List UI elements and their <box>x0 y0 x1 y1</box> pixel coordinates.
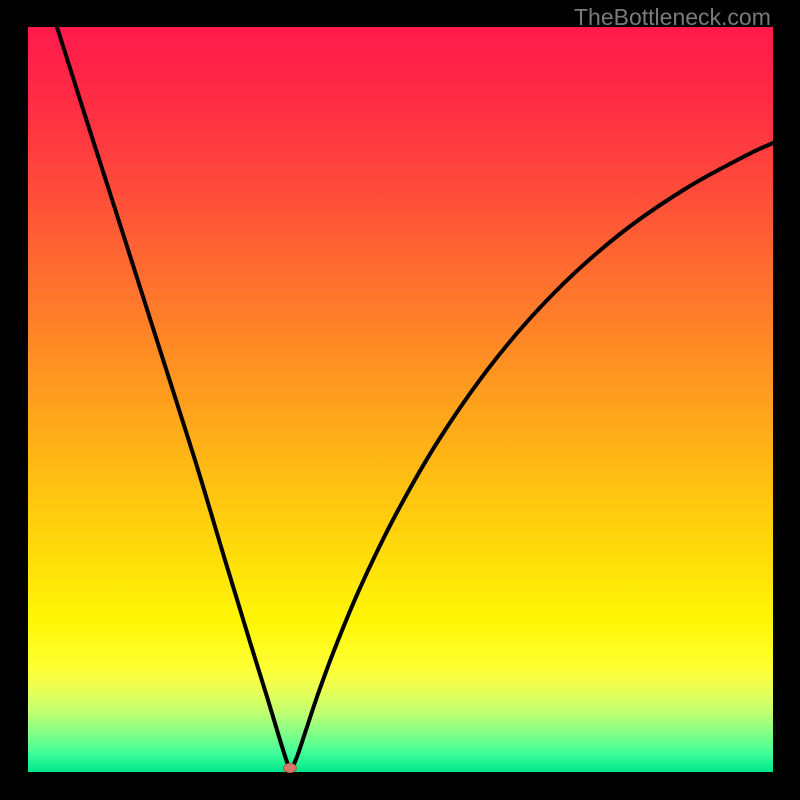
gradient-plot-area <box>28 27 773 772</box>
watermark-text: TheBottleneck.com <box>574 4 771 31</box>
optimum-marker <box>283 763 297 773</box>
chart-canvas: TheBottleneck.com <box>0 0 800 800</box>
